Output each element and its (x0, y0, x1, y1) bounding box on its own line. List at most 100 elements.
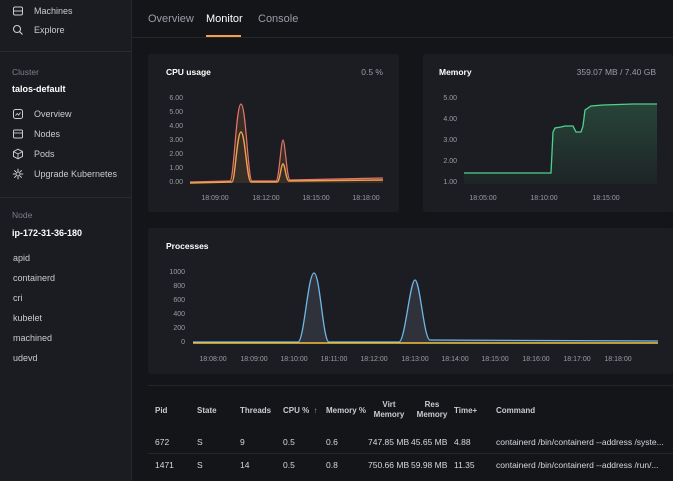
sidebar-divider (0, 51, 132, 52)
service-item-kubelet[interactable]: kubelet (13, 313, 43, 323)
memory-x-tick: 18:15:00 (592, 195, 619, 202)
processes-series-area (193, 273, 658, 343)
memory-y-tick: 4.00 (443, 116, 457, 123)
sidebar-item-nodes[interactable]: Nodes (12, 125, 60, 143)
cpu-series-system (189, 103, 384, 183)
cell-cpu: 0.5 (283, 460, 295, 470)
column-header-time[interactable]: Time+ (454, 406, 478, 415)
service-item-udevd[interactable]: udevd (13, 353, 38, 363)
cpu-usage-chart: 6.00 5.00 4.00 3.00 2.00 1.00 0.00 18:09… (169, 95, 384, 202)
processes-y-tick: 0 (181, 339, 185, 346)
processes-title: Processes (166, 241, 209, 251)
cell-time: 11.35 (454, 460, 475, 470)
memory-title: Memory (439, 67, 472, 77)
processes-card: Processes 1000 800 600 400 200 0 18:08:0… (148, 228, 673, 374)
memory-y-tick: 3.00 (443, 137, 457, 144)
memory-y-tick: 2.00 (443, 158, 457, 165)
sidebar-item-label: Nodes (34, 129, 61, 139)
column-header-state[interactable]: State (197, 406, 217, 415)
column-header-cpu-label: CPU % (283, 406, 310, 415)
processes-chart: 1000 800 600 400 200 0 18:08:00 18:09:00… (169, 269, 659, 363)
cpu-x-tick: 18:15:00 (302, 195, 329, 202)
kubernetes-icon (12, 168, 24, 180)
cluster-heading: Cluster (12, 67, 39, 77)
overview-icon (12, 108, 24, 120)
node-heading: Node (12, 210, 33, 220)
cell-pid: 1471 (155, 460, 174, 470)
cell-res-memory: 45.65 MB (411, 437, 448, 447)
processes-y-tick: 600 (173, 297, 185, 304)
column-header-res-memory[interactable]: Res Memory (412, 400, 452, 420)
column-header-memory[interactable]: Memory % (326, 406, 367, 415)
processes-y-tick: 800 (173, 283, 185, 290)
cell-time: 4.88 (454, 437, 471, 447)
cell-command: containerd /bin/containerd --address /ru… (496, 460, 659, 470)
memory-value: 359.07 MB / 7.40 GB (576, 67, 656, 77)
column-header-virt-memory[interactable]: Virt Memory (370, 400, 408, 420)
processes-y-tick: 400 (173, 311, 185, 318)
processes-x-tick: 18:14:00 (441, 356, 468, 363)
service-item-apid[interactable]: apid (13, 253, 31, 263)
sidebar: Machines Explore Cluster talos-default O… (0, 0, 132, 481)
memory-y-tick: 5.00 (443, 95, 457, 102)
processes-x-tick: 18:12:00 (360, 356, 387, 363)
sidebar-item-label: Upgrade Kubernetes (34, 169, 118, 179)
sidebar-item-explore[interactable]: Explore (12, 21, 65, 39)
processes-x-tick: 18:09:00 (240, 356, 267, 363)
cpu-usage-title: CPU usage (166, 67, 211, 77)
sidebar-item-label: Pods (34, 149, 55, 159)
tab-console[interactable]: Console (258, 13, 299, 25)
sidebar-item-pods[interactable]: Pods (12, 145, 55, 163)
service-item-containerd[interactable]: containerd (13, 273, 56, 283)
processes-x-tick: 18:17:00 (563, 356, 590, 363)
tab-overview[interactable]: Overview (148, 13, 194, 25)
cpu-x-tick: 18:18:00 (352, 195, 379, 202)
cell-memory: 0.8 (326, 460, 338, 470)
cell-res-memory: 59.98 MB (411, 460, 448, 470)
pods-icon (12, 148, 24, 160)
cell-state: S (197, 460, 203, 470)
cpu-series-user (189, 131, 384, 184)
memory-series-area (464, 104, 657, 184)
cpu-x-tick: 18:09:00 (201, 195, 228, 202)
active-tab-indicator (206, 35, 241, 37)
sidebar-item-label: Machines (34, 6, 73, 16)
memory-x-tick: 18:10:00 (530, 195, 557, 202)
machines-icon (12, 5, 24, 17)
tab-monitor[interactable]: Monitor (206, 13, 243, 25)
cpu-series-area (190, 104, 383, 183)
sidebar-item-machines[interactable]: Machines (12, 2, 73, 20)
column-header-pid[interactable]: Pid (155, 406, 168, 415)
cpu-y-tick: 2.00 (169, 151, 183, 158)
memory-chart: 5.00 4.00 3.00 2.00 1.00 18:05:00 18:10:… (443, 95, 657, 202)
memory-x-tick: 18:05:00 (469, 195, 496, 202)
service-item-cri[interactable]: cri (13, 293, 23, 303)
cpu-y-tick: 5.00 (169, 109, 183, 116)
tab-bar-divider (132, 37, 673, 38)
memory-series-line (464, 103, 657, 174)
column-header-res-line1: Res (424, 400, 440, 409)
sidebar-item-upgrade-kubernetes[interactable]: Upgrade Kubernetes (12, 165, 117, 183)
cell-cpu: 0.5 (283, 437, 295, 447)
processes-x-tick: 18:13:00 (401, 356, 428, 363)
memory-card: Memory 359.07 MB / 7.40 GB 5.00 4.00 3.0… (423, 54, 673, 212)
cpu-y-tick: 3.00 (169, 137, 183, 144)
column-header-virt-line2: Memory (373, 410, 405, 419)
column-header-cpu[interactable]: CPU % ↑ (283, 406, 317, 416)
processes-x-tick: 18:10:00 (280, 356, 307, 363)
processes-x-tick: 18:15:00 (481, 356, 508, 363)
processes-x-tick: 18:18:00 (604, 356, 631, 363)
node-name[interactable]: ip-172-31-36-180 (12, 228, 83, 238)
cpu-y-tick: 4.00 (169, 123, 183, 130)
cluster-name[interactable]: talos-default (12, 84, 66, 94)
sidebar-item-overview[interactable]: Overview (12, 105, 72, 123)
processes-x-tick: 18:16:00 (522, 356, 549, 363)
service-item-machined[interactable]: machined (13, 333, 53, 343)
sidebar-item-label: Explore (34, 25, 65, 35)
cell-memory: 0.6 (326, 437, 338, 447)
search-icon (12, 24, 24, 36)
column-header-command[interactable]: Command (496, 406, 536, 415)
cell-threads: 9 (240, 437, 245, 447)
cell-virt-memory: 747.85 MB (368, 437, 410, 447)
column-header-threads[interactable]: Threads (240, 406, 272, 415)
